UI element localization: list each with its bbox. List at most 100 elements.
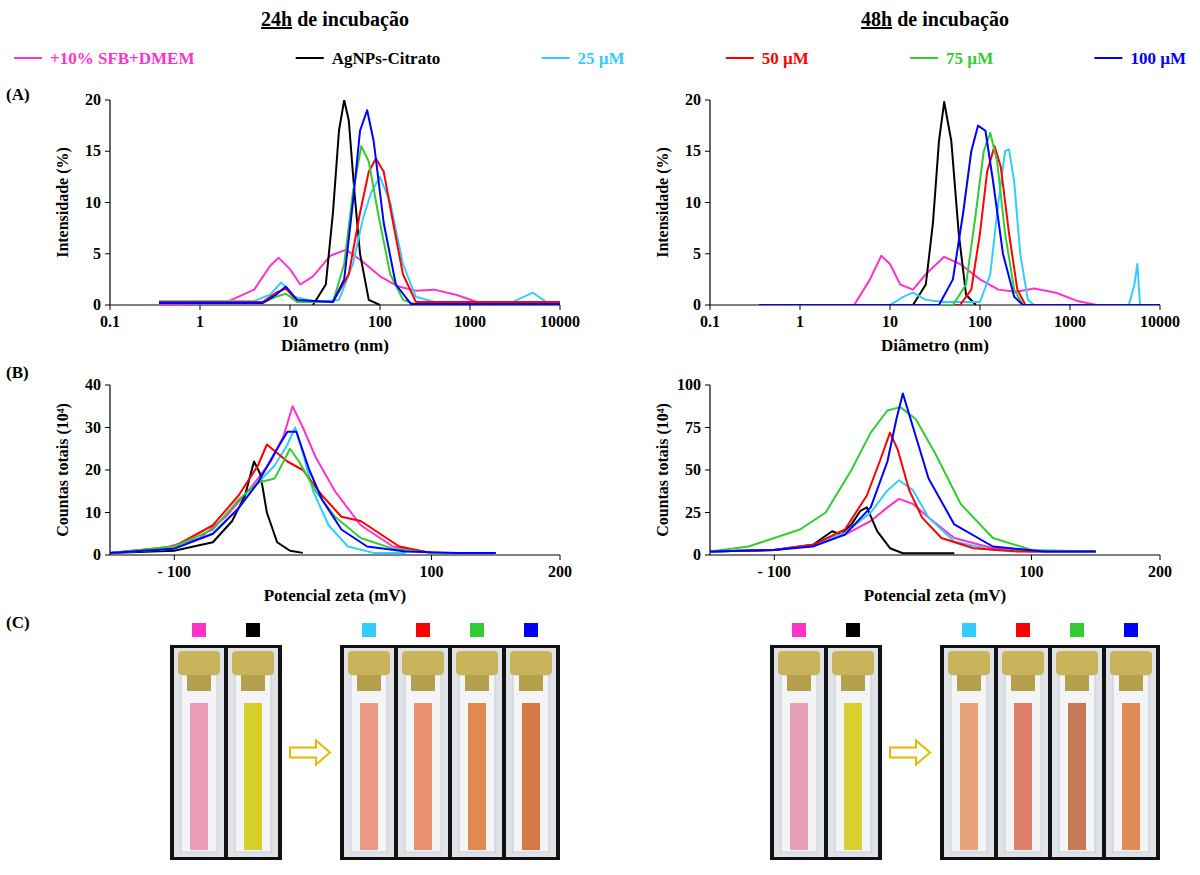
x-axis-title: Diâmetro (nm) [881, 336, 989, 355]
cuvette [1005, 675, 1041, 852]
legend-item: 50 µM [726, 49, 809, 68]
x-tick [560, 555, 561, 560]
legend-label: 50 µM [762, 49, 809, 68]
y-tick-label: 0 [93, 546, 101, 563]
cuvette-cap [1002, 651, 1044, 675]
y-tick-label: 30 [85, 419, 101, 436]
legend-item: 100 µM [1094, 49, 1186, 68]
legend: +10% SFB+DMEM AgNPs-Citrato 25 µM 50 µM 75 µ… [14, 49, 1186, 68]
cuvette-cap [510, 651, 552, 675]
photo-frame [940, 645, 1160, 860]
arrow [890, 741, 930, 765]
x-axis-title: Diâmetro (nm) [281, 336, 389, 355]
photo-background [774, 648, 824, 857]
x-tick [110, 305, 111, 310]
series-line [759, 126, 1160, 305]
y-tick-label: 40 [85, 376, 101, 393]
y-tick [705, 385, 710, 386]
y-tick-label: 10 [85, 194, 101, 211]
cuvette-cap [348, 651, 390, 675]
chart: 0.111010010001000005101520Diâmetro (nm)I… [54, 91, 580, 355]
x-tick-label: - 100 [758, 563, 791, 580]
cuvette-cap-neck [357, 675, 381, 691]
legend-item: 25 µM [542, 49, 625, 68]
cuvette-liquid [414, 703, 432, 850]
y-tick-label: 0 [93, 296, 101, 313]
column-title: 48h de incubação [861, 8, 1009, 31]
y-tick-label: 100 [677, 376, 701, 393]
photo-background [398, 648, 448, 857]
legend-item: AgNPs-Citrato [296, 49, 441, 68]
cuvette [835, 675, 871, 852]
cuvette-cap [1110, 651, 1152, 675]
x-tick [470, 305, 471, 310]
y-tick [105, 202, 110, 203]
y-tick [705, 100, 710, 101]
y-tick [705, 202, 710, 203]
series-line [759, 149, 1160, 305]
chart: - 1001002000255075100Potencial zeta (mV)… [654, 376, 1172, 605]
x-tick-label: 10000 [540, 313, 580, 330]
legend-swatch [14, 57, 42, 59]
sample-marker [416, 623, 430, 637]
cuvette-cap [832, 651, 874, 675]
x-tick-label: 1000 [454, 313, 486, 330]
series-line [313, 100, 380, 305]
cuvette [235, 675, 271, 852]
y-axis-title: Intensidade (%) [654, 147, 672, 258]
series-line [759, 146, 1160, 305]
x-tick-label: 200 [548, 563, 572, 580]
x-tick-label: 100 [419, 563, 443, 580]
x-tick [800, 305, 801, 310]
cuvette-cap [178, 651, 220, 675]
x-axis-title: Potencial zeta (mV) [264, 586, 407, 605]
y-tick-label: 10 [685, 194, 701, 211]
x-tick-label: 1 [196, 313, 204, 330]
cuvette-liquid [790, 703, 808, 850]
panel-label: (B) [6, 363, 29, 382]
cuvette-liquid [960, 703, 978, 850]
y-tick [105, 100, 110, 101]
x-tick [1160, 555, 1161, 560]
cuvette [405, 675, 441, 852]
y-tick-label: 50 [685, 461, 701, 478]
photo-background [344, 648, 394, 857]
sample-marker [524, 623, 538, 637]
legend-label: 75 µM [946, 49, 993, 68]
y-tick [705, 470, 710, 471]
cuvette-cap [948, 651, 990, 675]
photo-background [1052, 648, 1102, 857]
y-tick [105, 305, 110, 306]
series-line [159, 146, 560, 305]
photo-frame [340, 645, 560, 860]
cuvette-cap-neck [241, 675, 265, 691]
y-tick-label: 0 [693, 296, 701, 313]
cuvette [951, 675, 987, 852]
legend-item: +10% SFB+DMEM [14, 49, 195, 68]
x-tick [1031, 555, 1032, 560]
y-tick [705, 151, 710, 152]
cuvette-liquid [190, 703, 208, 850]
y-tick [705, 253, 710, 254]
y-tick [705, 512, 710, 513]
sample-marker [962, 623, 976, 637]
y-tick [705, 427, 710, 428]
x-tick-label: 100 [368, 313, 392, 330]
panel-label: (A) [6, 85, 30, 104]
photo-background [174, 648, 224, 857]
cuvette [1059, 675, 1095, 852]
x-tick [980, 305, 981, 310]
sample-marker [792, 623, 806, 637]
x-axis [110, 554, 560, 555]
series-line [110, 432, 496, 553]
chart: - 100100200010203040Potencial zeta (mV)C… [54, 376, 572, 605]
cuvette-cap-neck [841, 675, 865, 691]
cuvette-liquid [1014, 703, 1032, 850]
y-tick-label: 15 [85, 142, 101, 159]
y-tick [105, 253, 110, 254]
x-tick-label: 1 [796, 313, 804, 330]
x-tick [1160, 305, 1161, 310]
legend-item: 75 µM [910, 49, 993, 68]
legend-swatch [1094, 57, 1122, 59]
cuvette-liquid [468, 703, 486, 850]
